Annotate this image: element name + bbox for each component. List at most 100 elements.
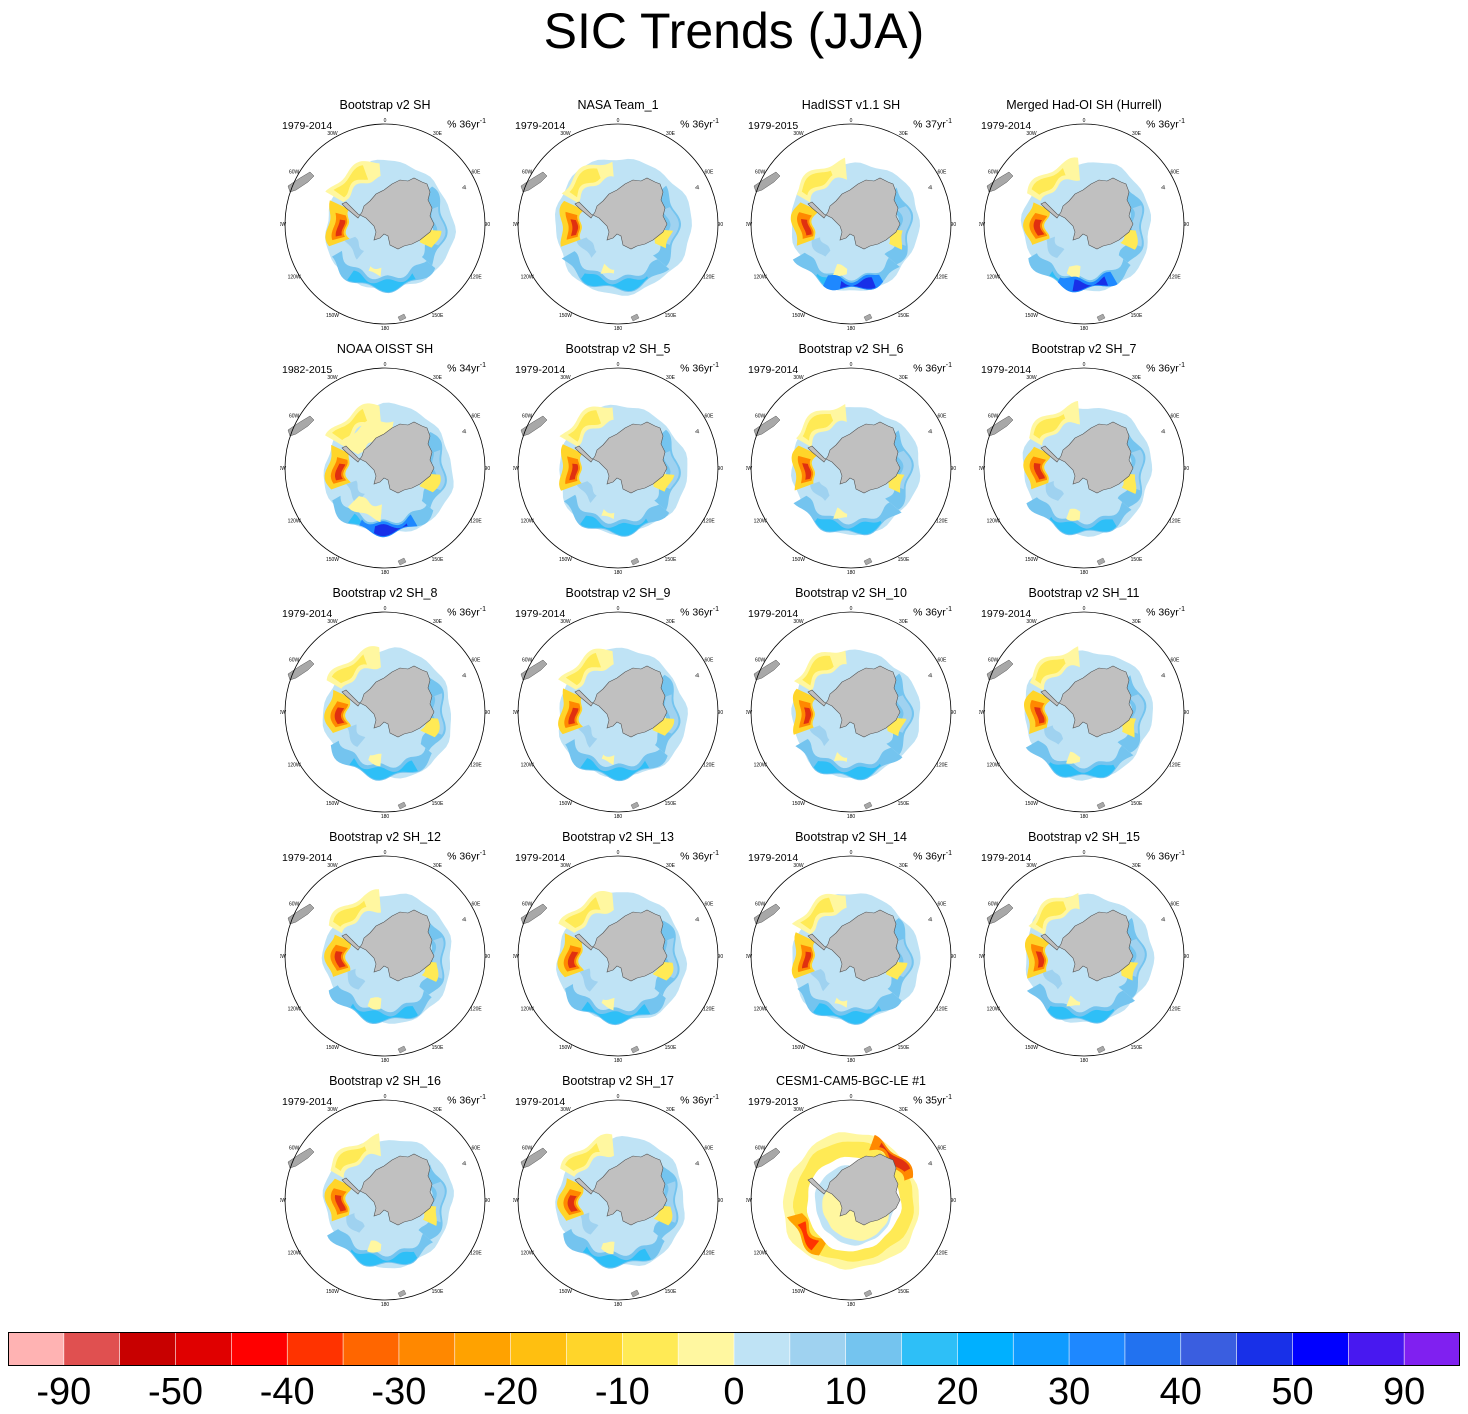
longitude-label: 120W [288,275,301,281]
panel-period: 1979-2014 [748,852,799,864]
colorbar-swatch [1069,1332,1126,1366]
longitude-label: 150E [665,801,677,807]
longitude-label: 30W [1026,131,1037,137]
south-america-landmass [520,1147,548,1169]
longitude-label: 30W [327,375,338,381]
longitude-label: 90W [513,954,519,960]
polar-map: 0 30E 60E 90E 120E 150E 180 150W 120W 90W 60W 30W [979,606,1189,818]
longitude-label: 90E [718,222,723,228]
colorbar [8,1332,1460,1366]
panel-period: 1979-2014 [981,364,1032,376]
island-landmass [397,557,407,566]
colorbar-tick-label: 30 [1047,1371,1091,1413]
south-america-landmass [986,415,1014,437]
island-landmass [461,916,467,922]
map-boundary [983,611,1185,813]
longitude-label: 60W [289,902,300,908]
panel-title: Bootstrap v2 SH_8 [332,586,438,600]
map-panel: 0 30E 60E 90E 120E 150E 180 150W 120W 90W 60W 30W Bo… [513,342,723,574]
island-landmass [630,1045,640,1054]
longitude-label: 30E [666,863,676,869]
longitude-label: 180 [847,570,856,574]
panel-trend-units: % 36yr-1 [680,850,719,863]
longitude-label: 150W [559,313,572,319]
island-landmass [1096,801,1106,810]
colorbar-swatch [957,1332,1014,1366]
longitude-label: 120E [470,519,482,525]
panel-trend-units: % 37yr-1 [913,118,952,131]
longitude-label: 120W [521,1007,534,1013]
colorbar-swatch [398,1332,456,1366]
longitude-label: 120E [1169,275,1181,281]
longitude-label: 0 [850,606,853,612]
longitude-label: 90W [979,466,985,472]
longitude-label: 90W [979,954,985,960]
antarctica-landmass [1040,177,1134,250]
polar-map: 0 30E 60E 90E 120E 150E 180 150W 120W 90W 60W 30W [979,850,1189,1062]
longitude-label: 150E [898,557,910,563]
longitude-label: 120E [470,763,482,769]
longitude-label: 90W [746,222,752,228]
colorbar-tick-label: 50 [1271,1371,1314,1413]
colorbar-swatch [678,1332,735,1366]
longitude-label: 60E [937,170,947,176]
longitude-label: 150E [432,1045,444,1051]
colorbar-tick-label: -40 [259,1371,315,1413]
longitude-label: 60E [704,414,714,420]
colorbar-swatch [287,1332,344,1366]
longitude-label: 60E [1170,170,1180,176]
longitude-label: 30W [327,863,338,869]
south-america-landmass [753,415,781,437]
antarctica-landmass [807,177,901,250]
longitude-label: 150E [898,1289,910,1295]
panel-trend-units: % 34yr-1 [447,362,486,375]
island-landmass [397,1289,407,1298]
longitude-label: 60E [937,1146,947,1152]
panel-title: HadISST v1.1 SH [801,98,901,112]
map-boundary [750,611,952,813]
panel-title: Bootstrap v2 SH_12 [329,830,441,844]
longitude-label: 120E [1169,763,1181,769]
island-landmass [1160,672,1166,678]
panel-title: Bootstrap v2 SH_5 [565,342,671,356]
longitude-label: 90E [485,954,490,960]
island-landmass [1160,428,1166,434]
longitude-label: 150E [665,1289,677,1295]
longitude-label: 30W [793,1107,804,1113]
longitude-label: 60W [988,658,999,664]
south-america-landmass [753,659,781,681]
south-america-landmass [986,659,1014,681]
longitude-label: 0 [617,606,620,612]
antarctica-landmass [341,909,435,982]
longitude-label: 150E [1131,557,1143,563]
longitude-label: 150W [1025,557,1038,563]
map-panel: 0 30E 60E 90E 120E 150E 180 150W 120W 90W 60W 30W Bo… [280,98,490,330]
longitude-label: 150W [559,1045,572,1051]
longitude-label: 120W [987,275,1000,281]
panel-trend-units: % 36yr-1 [447,118,486,131]
longitude-label: 30W [1026,619,1037,625]
colorbar-swatch [1013,1332,1070,1366]
panel-period: 1979-2014 [515,1096,566,1108]
panel-title: CESM1-CAM5-BGC-LE #1 [775,1074,927,1088]
longitude-label: 30E [1132,863,1142,869]
panel-title: NOAA OISST SH [336,342,434,356]
longitude-label: 60E [471,658,481,664]
panel-trend-units: % 36yr-1 [447,850,486,863]
longitude-label: 0 [617,118,620,124]
map-panel: 0 30E 60E 90E 120E 150E 180 150W 120W 90W 60W 30W Bo… [979,586,1189,818]
map-panel: 0 30E 60E 90E 120E 150E 180 150W 120W 90W 60W 30W Bo… [979,342,1189,574]
longitude-label: 0 [850,362,853,368]
longitude-label: 120E [1169,1007,1181,1013]
longitude-label: 150E [432,557,444,563]
longitude-label: 60W [988,902,999,908]
panel-trend-units: % 36yr-1 [1146,362,1185,375]
map-boundary [750,855,952,1057]
colorbar-frame [8,1332,1460,1366]
longitude-label: 150E [898,1045,910,1051]
map-panel: 0 30E 60E 90E 120E 150E 180 150W 120W 90W 60W 30W Me… [979,98,1189,330]
map-panel: 0 30E 60E 90E 120E 150E 180 150W 120W 90W 60W 30W NO… [280,342,490,574]
island-landmass [461,1160,467,1166]
longitude-label: 0 [384,850,387,856]
longitude-label: 120W [521,1251,534,1257]
